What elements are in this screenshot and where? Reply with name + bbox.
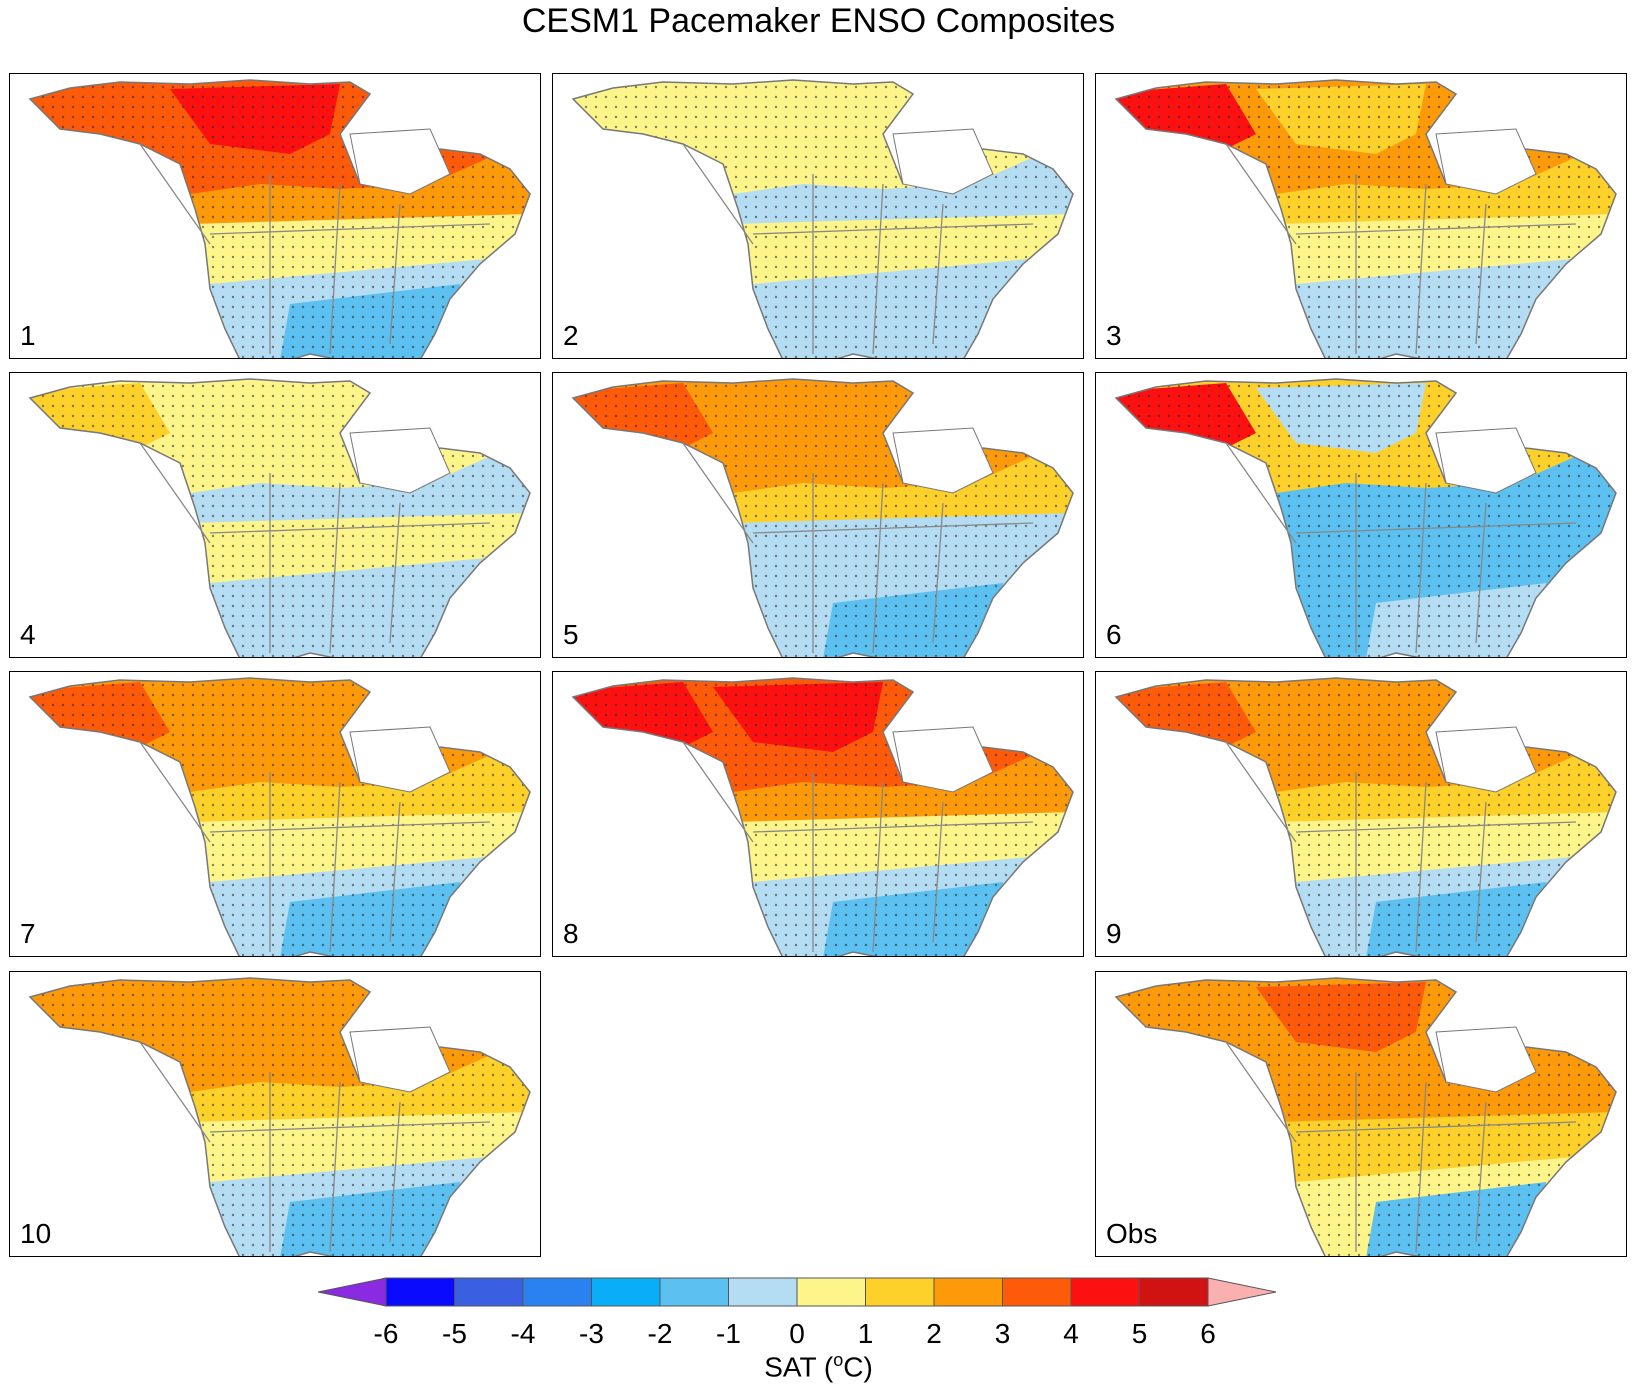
colorbar-bin [385,1277,455,1307]
colorbar-bin [728,1277,798,1307]
panel-label: 4 [20,619,36,650]
colorbar-above-arrow [1207,1277,1277,1307]
colorbar-tick-label: -6 [373,1318,399,1349]
colorbar-tick-label: 2 [926,1318,942,1349]
map-panel-2: 2 [552,73,1084,359]
map-panel-5: 5 [552,372,1084,658]
colorbar-bin [796,1277,866,1307]
panel-label: Obs [1106,1218,1158,1249]
sat-anomaly-map [28,677,531,956]
colorbar-tick-label: 3 [994,1318,1011,1349]
colorbar-tick-label: 5 [1131,1318,1148,1349]
sat-anomaly-map [28,378,531,657]
panel-label: 2 [563,320,579,351]
map-panel-1: 1 [9,73,541,359]
panel-label: 7 [20,918,36,949]
colorbar-bin [1002,1277,1072,1307]
colorbar-tick-label: 0 [789,1318,805,1349]
panel-label: 10 [20,1218,52,1249]
map-panel-obs: Obs [1095,971,1627,1257]
panel-label: 6 [1106,619,1122,650]
sat-anomaly-map [1114,977,1617,1256]
map-panel-3: 3 [1095,73,1627,359]
sat-anomaly-map [571,378,1074,657]
sat-anomaly-map [1114,378,1617,657]
map-panel-6: 6 [1095,372,1627,658]
sat-anomaly-map [1114,677,1617,956]
sat-anomaly-map [571,79,1074,358]
sat-anomaly-map [1114,79,1617,358]
map-panel-7: 7 [9,671,541,957]
colorbar-tick-label: 1 [857,1318,874,1349]
colorbar-label: SAT (oC) [764,1350,873,1383]
map-panel-4: 4 [9,372,541,658]
colorbar-tick-label: -1 [716,1318,741,1349]
colorbar-bin [659,1277,729,1307]
colorbar-below-arrow [318,1277,387,1307]
colorbar-tick-label: -2 [647,1318,673,1349]
figure-title: CESM1 Pacemaker ENSO Composites [521,2,1116,40]
panel-label: 9 [1106,918,1122,949]
colorbar-tick-label: -5 [442,1318,467,1349]
sat-anomaly-map [28,977,531,1256]
panel-label: 8 [563,918,579,949]
sat-anomaly-map [571,677,1074,956]
colorbar-bin [933,1277,1003,1307]
map-panel-8: 8 [552,671,1084,957]
map-panel-9: 9 [1095,671,1627,957]
map-panel-10: 10 [9,971,541,1257]
sat-anomaly-map [28,79,531,358]
panel-label: 1 [20,320,36,351]
colorbar-bin [1070,1277,1140,1307]
colorbar-bin [591,1277,661,1307]
colorbar-tick-label: 4 [1063,1318,1079,1349]
panel-label: 5 [563,619,579,650]
colorbar [318,1277,1277,1307]
colorbar-bin [454,1277,524,1307]
colorbar-tick-label: -3 [579,1318,604,1349]
colorbar-tick-label: 6 [1200,1318,1216,1349]
colorbar-bin [522,1277,592,1307]
colorbar-bin [865,1277,935,1307]
colorbar-tick-label: -4 [510,1318,536,1349]
colorbar-bin [1139,1277,1209,1307]
panel-label: 3 [1106,320,1122,351]
